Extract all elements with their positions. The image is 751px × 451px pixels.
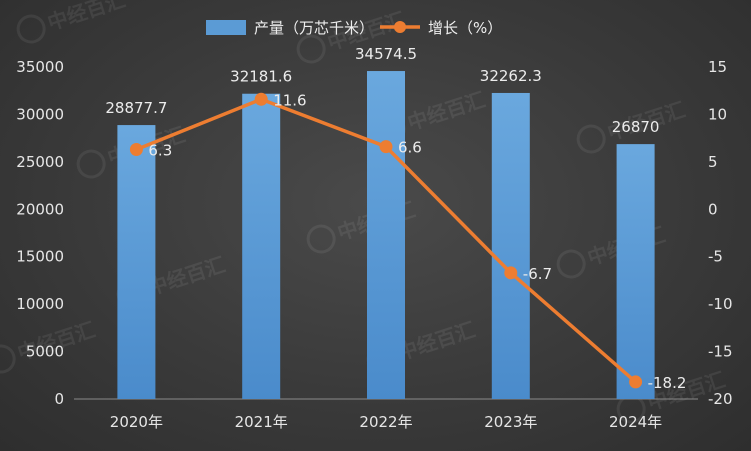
bar <box>491 92 530 399</box>
legend-line-label: 增长（%） <box>428 19 502 37</box>
growth-value-label: 6.6 <box>398 139 422 157</box>
watermark-text: 中经百汇 <box>395 317 479 365</box>
right-axis-tick-label: -10 <box>708 295 733 313</box>
data-labels: 28877.7 32181.6 34574.5 32262.3 26870 6.3 11.6… <box>105 45 686 392</box>
x-axis-tick-label: 2021年 <box>235 413 288 431</box>
right-axis-tick-label: -5 <box>708 248 723 266</box>
x-axis: 2020年 2021年 2022年 2023年 2024年 <box>74 398 698 431</box>
growth-point <box>379 140 393 154</box>
right-axis-tick-label: -15 <box>708 343 733 361</box>
legend: 产量（万芯千米） 增长（%） <box>206 19 502 37</box>
growth-point <box>629 375 643 389</box>
bar <box>242 93 281 400</box>
right-axis-tick-label: -20 <box>708 390 733 408</box>
left-axis-tick-label: 25000 <box>16 153 64 171</box>
growth-point <box>129 143 143 157</box>
watermark-logo-icon <box>16 14 46 44</box>
right-axis-tick-label: 5 <box>708 153 718 171</box>
watermark: 中经百汇 <box>16 0 129 44</box>
left-axis-tick-label: 0 <box>54 390 64 408</box>
growth-value-label: -18.2 <box>648 374 687 392</box>
growth-value-label: -6.7 <box>523 265 552 283</box>
watermark-text: 中经百汇 <box>405 87 489 135</box>
watermark-logo-icon <box>306 224 336 254</box>
x-axis-tick-label: 2022年 <box>359 413 412 431</box>
growth-value-label: 6.3 <box>148 142 172 160</box>
legend-bar-swatch <box>206 20 246 35</box>
x-axis-tick-label: 2020年 <box>110 413 163 431</box>
watermark-text: 中经百汇 <box>145 252 229 300</box>
left-axis-ticks: 0 5000 10000 15000 20000 25000 30000 35000 <box>16 58 64 408</box>
left-axis-tick-label: 20000 <box>16 200 64 218</box>
bar-value-label: 26870 <box>612 118 660 136</box>
line-series <box>129 92 643 389</box>
legend-bar-label: 产量（万芯千米） <box>254 19 374 37</box>
watermark-logo-icon <box>576 124 606 154</box>
watermark-logo-icon <box>296 34 326 64</box>
bar <box>616 144 655 399</box>
growth-point <box>254 92 268 106</box>
watermark-text: 中经百汇 <box>45 0 129 35</box>
x-axis-tick-label: 2024年 <box>609 413 662 431</box>
right-axis-tick-label: 15 <box>708 58 727 76</box>
bar-value-label: 28877.7 <box>105 99 167 117</box>
growth-value-label: 11.6 <box>273 91 306 109</box>
left-axis-tick-label: 35000 <box>16 58 64 76</box>
bar-value-label: 34574.5 <box>355 45 417 63</box>
legend-line-marker <box>394 21 406 33</box>
bar <box>367 71 405 400</box>
watermark-logo-icon <box>0 344 16 374</box>
left-axis-tick-label: 15000 <box>16 248 64 266</box>
left-axis-tick-label: 5000 <box>26 343 64 361</box>
bar-value-label: 32262.3 <box>480 67 542 85</box>
x-axis-tick-label: 2023年 <box>484 413 537 431</box>
growth-point <box>504 266 518 280</box>
left-axis-tick-label: 30000 <box>16 105 64 123</box>
watermark-logo-icon <box>76 149 106 179</box>
bar <box>117 125 156 399</box>
right-axis-tick-label: 0 <box>708 200 718 218</box>
right-axis-tick-label: 10 <box>708 105 727 123</box>
watermark-logo-icon <box>556 249 586 279</box>
bar-series <box>117 71 655 400</box>
right-axis-ticks: -20 -15 -10 -5 0 5 10 15 <box>708 58 733 408</box>
bar-value-label: 32181.6 <box>230 68 292 86</box>
left-axis-tick-label: 10000 <box>16 295 64 313</box>
